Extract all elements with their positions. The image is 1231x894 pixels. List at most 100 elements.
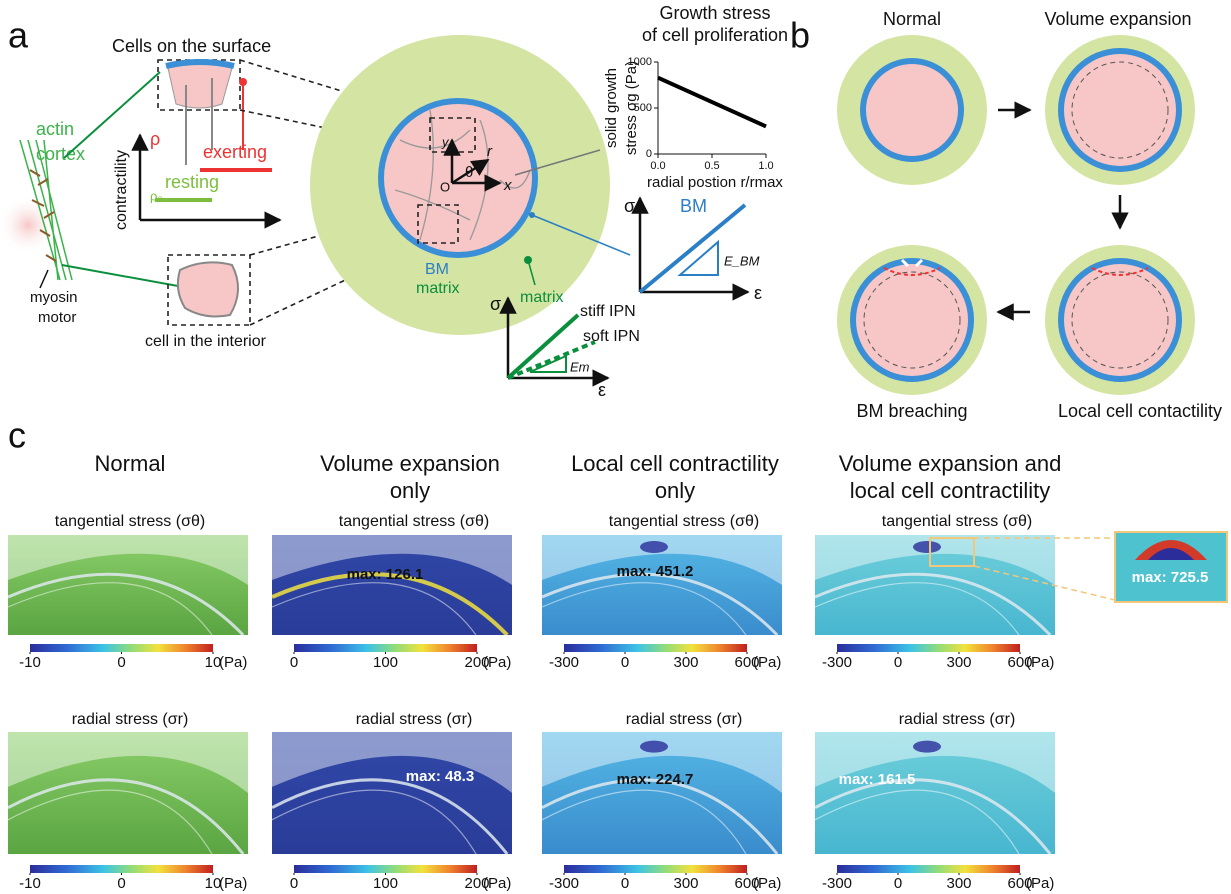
hotspot <box>913 741 941 753</box>
label: motor <box>38 309 76 326</box>
colorbar-tick-label: 0 <box>894 654 902 671</box>
hotspot <box>913 541 941 553</box>
max-label: max: 126.1 <box>347 566 424 583</box>
label: resting <box>165 172 219 192</box>
label: Volume expansion <box>1044 9 1191 29</box>
row-label: radial stress (σr) <box>626 711 743 728</box>
colorbar-tick-label: 300 <box>946 654 971 671</box>
max-label: max: 725.5 <box>1132 569 1209 586</box>
panel-a: actin cortex myosin motor Cells on the s… <box>0 35 762 400</box>
colorbar-unit: (Pa) <box>1026 875 1054 892</box>
label: ε <box>598 380 606 400</box>
label: actin <box>36 119 74 139</box>
label: cell in the interior <box>145 333 267 350</box>
colorbar <box>837 865 1020 873</box>
row-label: tangential stress (σθ) <box>55 513 205 530</box>
hotspot <box>640 541 668 553</box>
colorbar-unit: (Pa) <box>1026 654 1054 671</box>
label: BM breaching <box>856 401 967 421</box>
label: σ <box>624 196 635 216</box>
tissue <box>866 64 958 156</box>
tissue <box>1064 54 1176 166</box>
colorbar <box>294 644 477 652</box>
colorbar-tick-label: -300 <box>549 875 579 892</box>
x-tick-label: 0.0 <box>650 160 665 172</box>
colorbar-tick-label: -10 <box>19 654 41 671</box>
stress-map <box>815 535 1055 635</box>
hotspot <box>640 741 668 753</box>
growth-chart: Growth stress of cell proliferation soli… <box>603 3 788 191</box>
label: x <box>503 177 512 194</box>
page: {"panel_labels": ["a", "b", "c"], "panel… <box>0 0 1231 894</box>
colorbar-tick-label: 0 <box>621 875 629 892</box>
column-title: local cell contractility <box>850 478 1051 503</box>
colorbar-tick-label: 300 <box>946 875 971 892</box>
row-label: tangential stress (σθ) <box>882 513 1032 530</box>
label: O <box>440 179 450 194</box>
stress-map <box>8 535 248 635</box>
row-label: tangential stress (σθ) <box>609 513 759 530</box>
stress-map <box>542 732 782 854</box>
y-axis-label: solid growth <box>603 68 620 148</box>
colorbar-unit: (Pa) <box>753 875 781 892</box>
max-label: max: 451.2 <box>617 563 694 580</box>
y-tick-label: 1000 <box>628 56 652 68</box>
colorbar-tick-label: 0 <box>894 875 902 892</box>
colorbar <box>564 644 747 652</box>
max-label: max: 224.7 <box>617 771 694 788</box>
colorbar-tick-label: 0 <box>621 654 629 671</box>
label: exerting <box>203 142 267 162</box>
label: myosin <box>30 289 78 306</box>
row-label: radial stress (σr) <box>72 711 189 728</box>
label: Em <box>570 359 590 374</box>
figure: a b c actin cortex myosin motor Cells on… <box>0 0 1231 894</box>
stress-map <box>815 732 1055 854</box>
data-line <box>658 78 766 127</box>
colorbar <box>837 644 1020 652</box>
label: BM <box>425 261 449 278</box>
panel-label: b <box>790 15 810 56</box>
panel-label: a <box>8 15 29 56</box>
colorbar-unit: (Pa) <box>219 875 247 892</box>
label: stiff IPN <box>580 303 636 320</box>
stress-map <box>542 535 782 635</box>
colorbar <box>30 865 213 873</box>
y-tick-label: 0 <box>646 148 652 160</box>
label: ε <box>754 283 762 303</box>
panel-b: Normal Volume expansion Local cell conta… <box>837 9 1222 421</box>
colorbar-unit: (Pa) <box>483 875 511 892</box>
row-label: tangential stress (σθ) <box>339 513 489 530</box>
column-title: only <box>390 478 430 503</box>
colorbar <box>294 865 477 873</box>
label: Normal <box>883 9 941 29</box>
zoom-inset <box>1115 532 1227 602</box>
colorbar-tick-label: 0 <box>290 875 298 892</box>
colorbar-unit: (Pa) <box>219 654 247 671</box>
x-axis-label: radial postion r/rmax <box>647 174 783 191</box>
colorbar-tick-label: 0 <box>117 875 125 892</box>
max-label: max: 161.5 <box>839 771 916 788</box>
colorbar-tick-label: 0 <box>117 654 125 671</box>
colorbar-tick-label: 100 <box>373 654 398 671</box>
y-tick-label: 500 <box>634 102 652 114</box>
colorbar-tick-label: 300 <box>673 875 698 892</box>
column-title: Volume expansion and <box>839 451 1062 476</box>
label: Local cell contactility <box>1058 401 1222 421</box>
colorbar-unit: (Pa) <box>753 654 781 671</box>
glow <box>0 195 58 255</box>
label: E_BM <box>724 253 760 268</box>
colorbar-tick-label: -300 <box>822 875 852 892</box>
max-label: max: 48.3 <box>406 768 474 785</box>
x-tick-label: 1.0 <box>758 160 773 172</box>
colorbar-tick-label: 300 <box>673 654 698 671</box>
label: matrix <box>416 280 460 297</box>
row-label: radial stress (σr) <box>899 711 1016 728</box>
colorbar-tick-label: 0 <box>290 654 298 671</box>
tissue <box>1064 264 1176 376</box>
column-title: Volume expansion <box>320 451 500 476</box>
stress-map <box>272 535 512 635</box>
tissue <box>856 264 968 376</box>
label: θ <box>465 164 473 181</box>
column-title: Normal <box>95 451 166 476</box>
